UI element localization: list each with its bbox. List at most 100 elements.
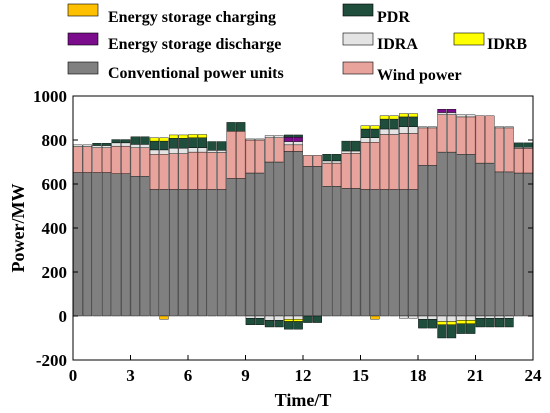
- bar-segment-idra: [351, 150, 361, 154]
- bar-segment-idra: [130, 144, 140, 148]
- bar-segment-pdr: [197, 137, 207, 148]
- bar-segment-conventional: [523, 172, 533, 317]
- bar-segment-pdr: [322, 154, 332, 162]
- bar-segment-idra: [494, 126, 505, 129]
- bar-segment-wind: [370, 141, 380, 190]
- bar-segment-wind: [494, 127, 505, 173]
- bar-segment-wind: [389, 134, 399, 190]
- bar-segment-idra: [255, 315, 265, 319]
- bar-segment-idra: [274, 315, 284, 321]
- bar-segment-wind: [331, 162, 342, 187]
- bar-segment-wind: [293, 144, 303, 152]
- bar-segment-idra: [197, 147, 207, 153]
- bar-segment-idra: [264, 315, 275, 321]
- bar-segment-pdr: [341, 140, 351, 152]
- bar-segment-idra: [437, 112, 447, 115]
- bar-segment-conventional: [514, 172, 524, 317]
- bar-segment-idra: [341, 150, 351, 154]
- bar-segment-idra: [264, 135, 275, 139]
- bar-segment-wind: [312, 155, 322, 167]
- bar-segment-pdr: [111, 139, 121, 144]
- bar-segment-wind: [466, 116, 476, 155]
- bar-segment-wind: [514, 148, 524, 174]
- bar-segment-conventional: [437, 151, 447, 317]
- bar-segment-pdr: [485, 318, 495, 328]
- bar-segment-idra: [504, 126, 514, 129]
- bar-segment-conventional: [427, 165, 437, 317]
- bar-segment-idra: [379, 128, 390, 135]
- bar-segment-pdr: [264, 320, 275, 328]
- bar-segment-idra: [485, 315, 495, 319]
- bar-segment-conventional: [322, 185, 332, 317]
- bar-segment-idra: [293, 315, 303, 320]
- bar-segment-wind: [82, 146, 92, 173]
- bar-segment-conventional: [446, 151, 457, 317]
- bar-segment-pdr: [303, 315, 313, 323]
- bar-segment-idra: [446, 112, 457, 115]
- y-tick-label: 600: [42, 175, 68, 194]
- bar-segment-conventional: [379, 189, 390, 317]
- bar-segment-pdr: [446, 324, 457, 339]
- bar-segment-es_charge: [159, 315, 169, 320]
- legend-label-idra: IDRA: [377, 36, 418, 53]
- bar-segment-idra: [504, 315, 514, 319]
- bar-segment-conventional: [408, 189, 418, 317]
- bar-segment-pdr: [466, 323, 476, 334]
- bar-segment-conventional: [245, 172, 255, 317]
- bar-segment-idra: [245, 315, 255, 319]
- bar-segment-wind: [101, 147, 112, 173]
- bar-segment-idrb: [284, 319, 294, 322]
- bar-segment-idra: [207, 150, 217, 153]
- bar-segment-conventional: [101, 172, 112, 317]
- bar-segment-es_charge: [370, 315, 380, 320]
- bar-segment-idra: [399, 315, 409, 319]
- legend: Energy storage charging PDR Energy storage…: [67, 3, 527, 84]
- bar-segment-conventional: [293, 151, 303, 317]
- bar-segment-wind: [485, 115, 495, 164]
- bar-segment-conventional: [475, 162, 485, 317]
- bar-segment-pdr: [140, 136, 150, 145]
- bar-segment-pdr: [399, 116, 409, 128]
- bar-segment-pdr: [274, 320, 284, 328]
- bar-segment-pdr: [408, 116, 418, 128]
- bar-segment-pdr: [121, 139, 131, 144]
- bar-segment-wind: [121, 145, 131, 174]
- bar-segment-pdr: [475, 318, 485, 328]
- bar-segment-pdr: [178, 138, 188, 149]
- y-tick-label: -200: [36, 351, 67, 370]
- bar-segment-conventional: [418, 165, 428, 317]
- bar-segment-wind: [351, 152, 361, 189]
- bar-segment-wind: [245, 139, 255, 174]
- x-tick-label: 21: [467, 366, 484, 385]
- bar-segment-pdr: [293, 134, 303, 138]
- bar-segment-idra: [399, 126, 409, 134]
- y-tick-label: 200: [42, 263, 68, 282]
- bar-segment-idra: [121, 142, 131, 147]
- bar-segment-idra: [418, 315, 428, 320]
- bar-segment-idra: [446, 315, 457, 322]
- bar-segment-idra: [92, 145, 102, 148]
- bar-segment-wind: [399, 133, 409, 190]
- bar-segment-idra: [466, 114, 476, 118]
- bar-segment-wind: [303, 155, 313, 167]
- bar-segment-idra: [408, 315, 418, 319]
- bar-segment-conventional: [73, 172, 83, 317]
- bar-segment-idrb: [466, 320, 476, 324]
- bar-segment-conventional: [456, 154, 466, 317]
- bar-segment-idra: [370, 137, 380, 143]
- bar-segment-idrb: [149, 137, 160, 142]
- bar-segment-wind: [92, 147, 102, 173]
- bar-segment-wind: [427, 127, 437, 166]
- y-axis: -200 0 200 400 600 800 1000: [33, 87, 533, 370]
- bar-segment-conventional: [389, 189, 399, 317]
- bar-segment-pdr: [418, 319, 428, 329]
- bar-segment-idra: [169, 147, 179, 154]
- bar-segment-idra: [293, 141, 303, 146]
- bar-segment-idra: [389, 128, 399, 135]
- bar-segment-idrb: [437, 321, 447, 325]
- x-tick-label: 0: [69, 366, 78, 385]
- bar-segment-idra: [466, 315, 476, 321]
- legend-swatch-idra: [342, 32, 374, 46]
- y-axis-title: Power/MW: [8, 184, 28, 273]
- bar-segment-es_discharge: [446, 108, 457, 113]
